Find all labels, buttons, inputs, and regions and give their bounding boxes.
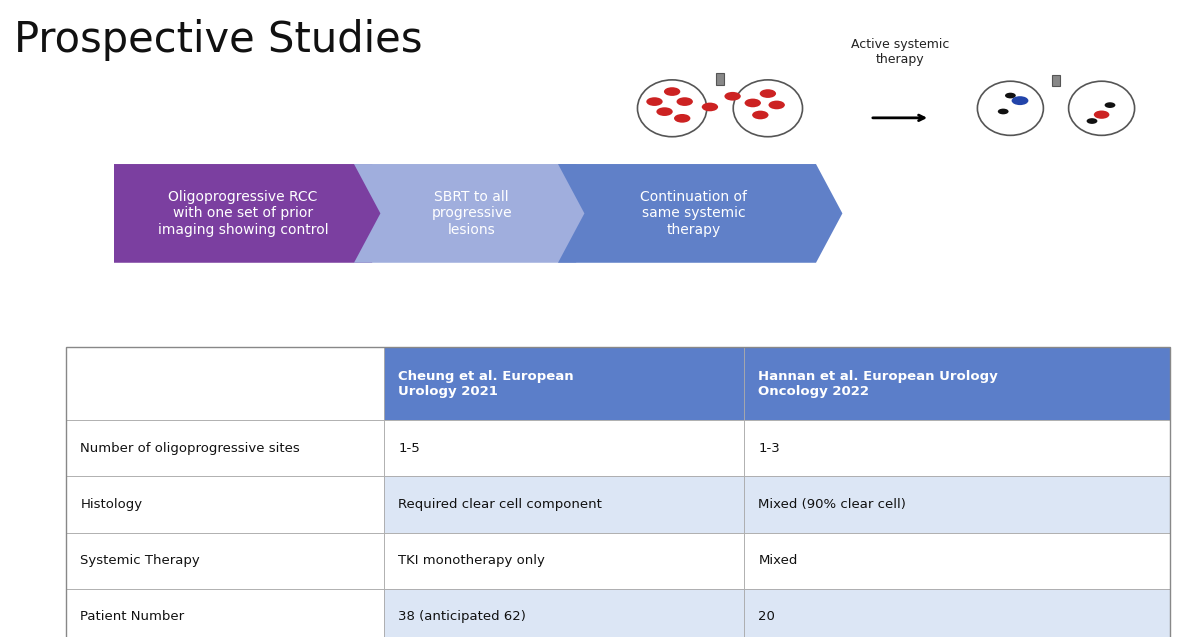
Text: 20: 20 bbox=[758, 610, 775, 623]
Ellipse shape bbox=[1012, 96, 1028, 105]
FancyBboxPatch shape bbox=[1052, 75, 1061, 86]
Text: Cheung et al. European
Urology 2021: Cheung et al. European Urology 2021 bbox=[398, 370, 574, 397]
Text: Systemic Therapy: Systemic Therapy bbox=[80, 554, 200, 567]
Polygon shape bbox=[114, 164, 398, 262]
Ellipse shape bbox=[1006, 93, 1015, 98]
FancyBboxPatch shape bbox=[66, 589, 384, 637]
FancyBboxPatch shape bbox=[66, 533, 384, 589]
FancyBboxPatch shape bbox=[384, 533, 744, 589]
Ellipse shape bbox=[998, 108, 1008, 115]
Text: TKI monotherapy only: TKI monotherapy only bbox=[398, 554, 545, 567]
FancyBboxPatch shape bbox=[66, 420, 384, 476]
Text: Required clear cell component: Required clear cell component bbox=[398, 498, 602, 511]
FancyBboxPatch shape bbox=[744, 589, 1170, 637]
Polygon shape bbox=[558, 164, 842, 262]
FancyBboxPatch shape bbox=[744, 533, 1170, 589]
Ellipse shape bbox=[1104, 102, 1116, 108]
Text: Oligoprogressive RCC
with one set of prior
imaging showing control: Oligoprogressive RCC with one set of pri… bbox=[157, 190, 329, 236]
Text: 38 (anticipated 62): 38 (anticipated 62) bbox=[398, 610, 527, 623]
Ellipse shape bbox=[647, 97, 662, 106]
Text: 1-3: 1-3 bbox=[758, 442, 780, 455]
Text: Histology: Histology bbox=[80, 498, 143, 511]
FancyBboxPatch shape bbox=[384, 347, 744, 420]
Ellipse shape bbox=[637, 80, 707, 137]
Text: Mixed (90% clear cell): Mixed (90% clear cell) bbox=[758, 498, 906, 511]
Ellipse shape bbox=[674, 114, 690, 123]
Ellipse shape bbox=[664, 87, 680, 96]
FancyBboxPatch shape bbox=[744, 347, 1170, 420]
FancyBboxPatch shape bbox=[744, 476, 1170, 533]
Ellipse shape bbox=[1087, 118, 1098, 124]
Text: Mixed: Mixed bbox=[758, 554, 798, 567]
FancyBboxPatch shape bbox=[66, 347, 384, 420]
FancyBboxPatch shape bbox=[715, 73, 725, 85]
Ellipse shape bbox=[752, 111, 768, 119]
FancyBboxPatch shape bbox=[744, 420, 1170, 476]
Ellipse shape bbox=[977, 82, 1044, 136]
FancyBboxPatch shape bbox=[66, 476, 384, 533]
Text: 1-5: 1-5 bbox=[398, 442, 420, 455]
Text: Continuation of
same systemic
therapy: Continuation of same systemic therapy bbox=[640, 190, 748, 236]
Ellipse shape bbox=[768, 101, 785, 110]
FancyBboxPatch shape bbox=[384, 420, 744, 476]
FancyBboxPatch shape bbox=[384, 476, 744, 533]
Ellipse shape bbox=[760, 89, 776, 98]
Ellipse shape bbox=[702, 103, 718, 111]
Text: Prospective Studies: Prospective Studies bbox=[14, 19, 422, 61]
Text: Patient Number: Patient Number bbox=[80, 610, 185, 623]
Text: SBRT to all
progressive
lesions: SBRT to all progressive lesions bbox=[431, 190, 512, 236]
Ellipse shape bbox=[656, 107, 673, 116]
Ellipse shape bbox=[677, 97, 692, 106]
Ellipse shape bbox=[1069, 82, 1135, 136]
Ellipse shape bbox=[1094, 111, 1110, 118]
Polygon shape bbox=[354, 164, 602, 262]
Text: Number of oligoprogressive sites: Number of oligoprogressive sites bbox=[80, 442, 300, 455]
Text: Active systemic
therapy: Active systemic therapy bbox=[851, 38, 949, 66]
Ellipse shape bbox=[725, 92, 740, 101]
Ellipse shape bbox=[733, 80, 803, 137]
Ellipse shape bbox=[744, 99, 761, 107]
Text: Hannan et al. European Urology
Oncology 2022: Hannan et al. European Urology Oncology … bbox=[758, 370, 998, 397]
FancyBboxPatch shape bbox=[384, 589, 744, 637]
